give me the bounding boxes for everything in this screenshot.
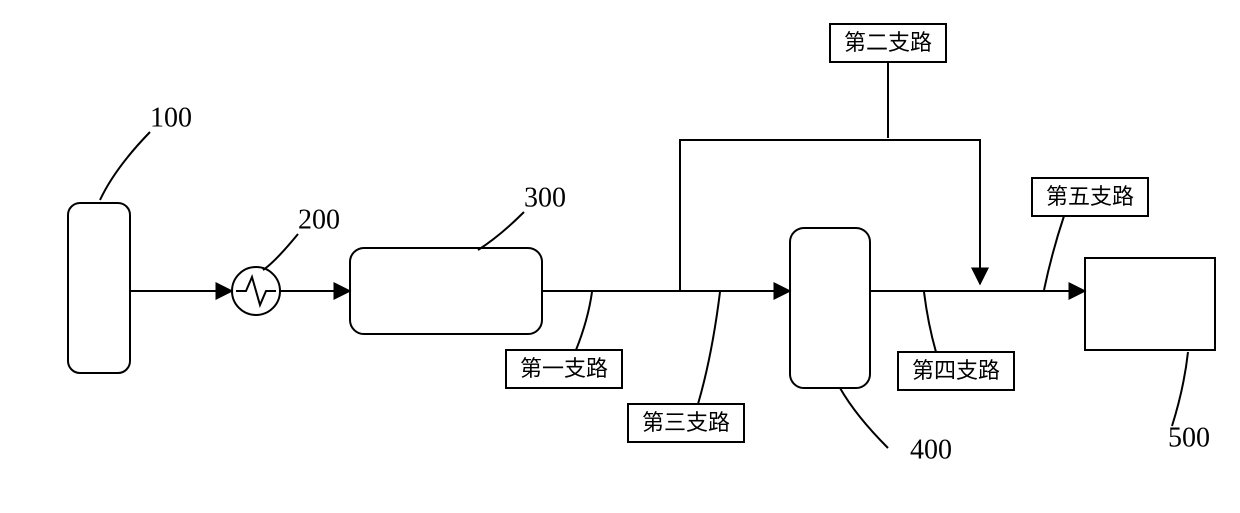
label-branch4: 第四支路: [912, 358, 1000, 383]
label-n400: 400: [910, 434, 952, 465]
label-branch1: 第一支路: [520, 356, 608, 381]
tank-100: [68, 203, 130, 373]
heat-exchanger-200: [232, 267, 280, 315]
leader-branch3: [698, 292, 720, 404]
leader-n300: [478, 212, 524, 250]
leader-branch5: [1044, 216, 1064, 290]
vessel-300: [350, 248, 542, 334]
leader-branch4: [924, 292, 936, 352]
block-500: [1085, 258, 1215, 350]
label-n500: 500: [1168, 422, 1210, 453]
leader-n100: [100, 132, 150, 200]
label-n100: 100: [150, 102, 192, 133]
label-branch3: 第三支路: [642, 410, 730, 435]
leader-n500: [1172, 352, 1188, 426]
tank-400: [790, 228, 870, 388]
label-n200: 200: [298, 204, 340, 235]
label-branch2: 第二支路: [844, 30, 932, 55]
label-n300: 300: [524, 182, 566, 213]
leader-n400: [840, 388, 888, 448]
leader-branch1: [576, 292, 592, 350]
label-branch5: 第五支路: [1046, 184, 1134, 209]
leader-n200: [263, 234, 298, 270]
